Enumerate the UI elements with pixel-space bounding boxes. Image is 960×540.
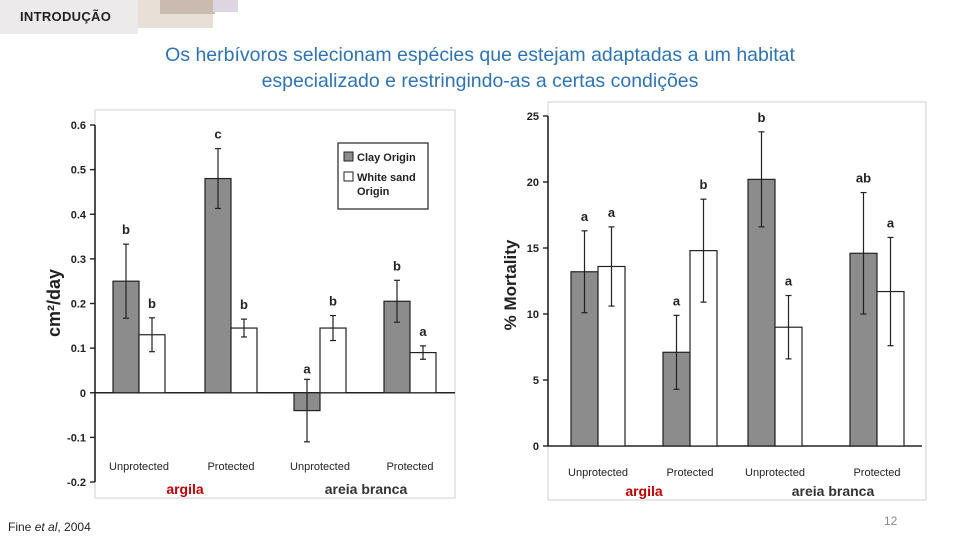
legend-label-white-sand: White sand Origin (357, 172, 416, 198)
y-tick-label: 15 (527, 243, 539, 255)
legend-label-clay: Clay Origin (357, 152, 416, 164)
y-tick-label: -0.2 (67, 477, 86, 489)
category-label: Protected (207, 461, 254, 473)
y-tick-label: 0 (80, 388, 86, 400)
citation-author: Fine (8, 520, 35, 534)
bar (204, 177, 232, 394)
y-tick-label: 0.3 (71, 254, 86, 266)
significance-letter: a (419, 324, 427, 339)
slide-title-line2: especializado e restringindo-as a certas… (261, 70, 699, 92)
group-label-argila: argila (166, 481, 204, 497)
category-label: Unprotected (109, 461, 169, 473)
significance-letter: a (785, 274, 793, 289)
y-tick-label: 0.6 (71, 120, 86, 132)
category-label: Unprotected (568, 467, 628, 479)
decorative-block (213, 0, 238, 12)
significance-letter: a (581, 209, 589, 224)
y-tick-label: 5 (533, 375, 539, 387)
significance-letter: b (329, 294, 337, 309)
bar (230, 327, 258, 394)
section-tag: INTRODUÇÃO (0, 0, 138, 34)
significance-letter: a (303, 361, 311, 376)
y-tick-label: -0.1 (67, 432, 86, 444)
significance-letter: a (887, 215, 895, 230)
y-tick-label: 0.1 (71, 343, 86, 355)
y-tick-label: 0.4 (71, 209, 87, 221)
slide-title: Os herbívoros selecionam espécies que es… (60, 42, 900, 94)
y-tick-label: 25 (527, 111, 539, 123)
significance-letter: a (673, 293, 681, 308)
y-tick-label: 0 (533, 441, 539, 453)
significance-letter: b (148, 296, 156, 311)
y-tick-label: 20 (527, 177, 539, 189)
slide-title-line1: Os herbívoros selecionam espécies que es… (165, 44, 795, 66)
group-label-areia-branca: areia branca (792, 483, 875, 499)
category-label: Protected (853, 467, 900, 479)
y-axis-label: cm²/day (44, 269, 64, 337)
group-label-areia-branca: areia branca (325, 481, 408, 497)
legend-swatch-clay (343, 151, 354, 162)
citation-year: , 2004 (57, 520, 91, 534)
group-label-argila: argila (625, 483, 663, 499)
significance-letter: b (758, 110, 766, 125)
citation-etal: et al (34, 520, 58, 534)
significance-letter: b (122, 222, 130, 237)
y-axis-label: % Mortality (501, 239, 520, 330)
category-label: Protected (386, 461, 433, 473)
y-tick-label: 10 (527, 309, 539, 321)
y-tick-label: 0.5 (71, 165, 86, 177)
herbivory-rate-chart: 0.6 0.5 0.4 0.3 0.2 0.1 0 -0.1 -0.2 cm²/day b b Unpr… (44, 109, 456, 499)
category-label: Unprotected (290, 461, 350, 473)
category-label: Protected (666, 467, 713, 479)
citation: Fine et al, 2004 (8, 520, 91, 534)
legend-swatch-white-sand (343, 171, 354, 182)
category-label: Unprotected (745, 467, 805, 479)
page-number: 12 (884, 514, 898, 528)
y-tick-label: 0.2 (71, 299, 86, 311)
significance-letter: c (214, 127, 221, 142)
decorative-block (160, 0, 215, 14)
significance-letter: a (608, 205, 616, 220)
significance-letter: b (240, 297, 248, 312)
significance-letter: b (393, 258, 401, 273)
significance-letter: ab (856, 171, 871, 186)
significance-letter: b (700, 177, 708, 192)
section-tag-label: INTRODUÇÃO (20, 9, 112, 24)
